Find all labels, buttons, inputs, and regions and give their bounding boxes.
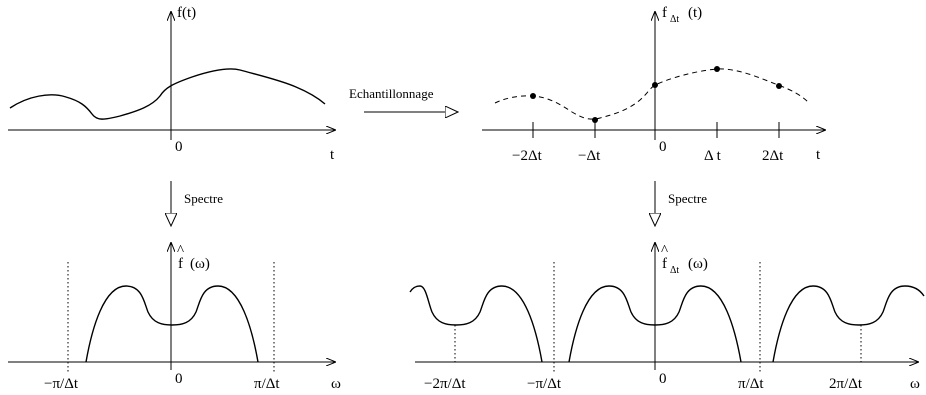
ylabel-subscript: Δt: [670, 265, 679, 276]
tick-label: −2Δt: [512, 148, 543, 164]
time-axis-label: t: [816, 147, 821, 163]
origin-label: 0: [659, 371, 667, 387]
sample-point: [714, 66, 720, 72]
sample-point: [776, 83, 782, 89]
spectrum-replica-left: [409, 285, 543, 363]
frequency-axis-label: ω: [331, 376, 341, 392]
origin-label: 0: [175, 371, 183, 387]
spectrum-ylabel: ^ f (ω): [177, 243, 210, 272]
sample-point: [530, 93, 536, 99]
tick-label: π/Δt: [254, 376, 280, 392]
spectrum-arrow-right: Spectre: [655, 181, 707, 226]
time-axis-label: t: [330, 147, 335, 163]
panel-continuous-signal: f(t) 0 t: [8, 5, 335, 163]
spectrum-arrow-label: Spectre: [184, 191, 223, 206]
tick-marks: [532, 122, 780, 138]
sample-point: [592, 117, 598, 123]
spectrum-replica-center: [568, 285, 742, 363]
ylabel-hat: ^: [661, 243, 668, 259]
tick-label: π/Δt: [738, 376, 764, 392]
spectrum-arrow-label: Spectre: [668, 191, 707, 206]
tick-label: 2Δt: [762, 148, 784, 164]
tick-label: −Δt: [578, 148, 601, 164]
frequency-axis-label: ω: [910, 376, 920, 392]
spectrum-arrow-left: Spectre: [171, 181, 223, 226]
ylabel-argument: (ω): [688, 256, 708, 272]
panel-periodic-spectrum: ^ f Δt (ω) 0 −2π/Δt −π/Δt π/Δt 2π/Δt ω: [409, 243, 925, 392]
sampled-signal-ylabel: f Δt (t): [662, 5, 702, 25]
panel-spectrum: ^ f (ω) 0 −π/Δt π/Δt ω: [8, 243, 341, 392]
sample-point: [652, 82, 658, 88]
signal-ylabel: f(t): [177, 5, 196, 21]
sample-points: [530, 66, 782, 123]
ylabel-main: f: [662, 5, 667, 21]
origin-label: 0: [659, 139, 667, 155]
spectrum-replica-right: [772, 285, 925, 363]
panel-sampled-signal: f Δt (t) 0 −2Δt −Δt Δ t 2Δt t: [482, 5, 825, 164]
ylabel-subscript: Δt: [670, 14, 679, 25]
ylabel-hat: ^: [177, 243, 184, 259]
ylabel-main: f: [178, 256, 183, 272]
sampling-arrow: Echantillonnage: [349, 86, 458, 112]
origin-label: 0: [175, 139, 183, 155]
tick-label: −π/Δt: [44, 376, 79, 392]
ylabel-argument: (ω): [190, 256, 210, 272]
tick-label: Δ t: [704, 148, 722, 164]
ylabel-main: f: [662, 256, 667, 272]
sampling-arrow-label: Echantillonnage: [349, 86, 434, 101]
signal-curve: [9, 68, 326, 120]
spectrum-curve: [85, 285, 259, 363]
sampled-signal-curve: [494, 68, 809, 120]
tick-label: 2π/Δt: [829, 376, 863, 392]
tick-label: −2π/Δt: [424, 376, 466, 392]
tick-label: −π/Δt: [527, 376, 562, 392]
periodic-spectrum-ylabel: ^ f Δt (ω): [661, 243, 708, 276]
ylabel-argument: (t): [688, 5, 702, 21]
